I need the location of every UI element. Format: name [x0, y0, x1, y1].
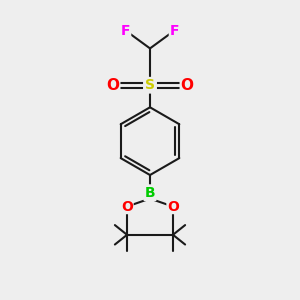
Text: F: F — [169, 24, 179, 38]
Text: O: O — [107, 78, 120, 93]
Text: F: F — [121, 24, 130, 38]
Text: O: O — [121, 200, 133, 214]
Text: S: S — [145, 78, 155, 92]
Text: B: B — [145, 186, 155, 200]
Text: O: O — [180, 78, 193, 93]
Text: O: O — [167, 200, 179, 214]
